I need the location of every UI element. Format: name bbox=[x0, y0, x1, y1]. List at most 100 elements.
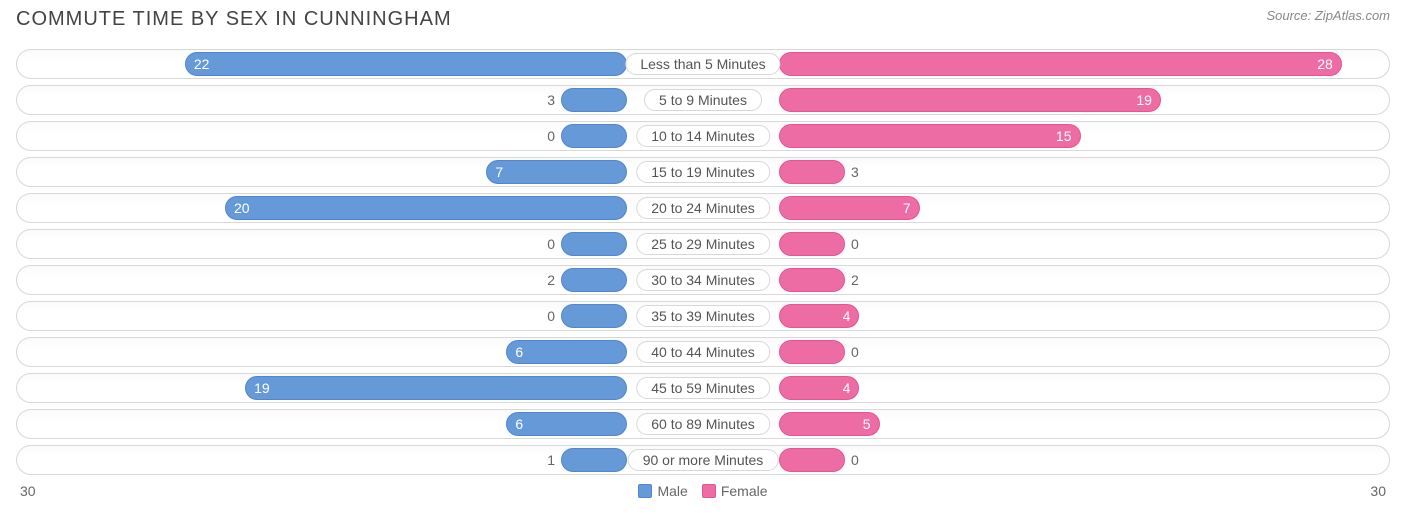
male-value: 0 bbox=[547, 308, 555, 324]
chart-rows: Less than 5 Minutes22285 to 9 Minutes319… bbox=[14, 49, 1392, 475]
female-swatch-icon bbox=[702, 484, 716, 498]
female-bar: 7 bbox=[779, 196, 920, 220]
male-bar bbox=[561, 448, 627, 472]
male-value: 1 bbox=[547, 452, 555, 468]
female-half: 15 bbox=[779, 124, 1385, 148]
female-bar: 4 bbox=[779, 304, 859, 328]
legend-female-label: Female bbox=[721, 483, 768, 499]
chart-row: 5 to 9 Minutes319 bbox=[16, 85, 1390, 115]
axis-max-right: 30 bbox=[1370, 483, 1386, 499]
legend-male-label: Male bbox=[657, 483, 687, 499]
male-value: 6 bbox=[507, 344, 531, 360]
female-value: 5 bbox=[855, 416, 879, 432]
female-half: 28 bbox=[779, 52, 1385, 76]
male-bar bbox=[561, 304, 627, 328]
male-bar: 6 bbox=[506, 340, 627, 364]
female-value: 2 bbox=[851, 272, 859, 288]
female-value: 0 bbox=[851, 344, 859, 360]
chart-row: 15 to 19 Minutes 7 3 bbox=[16, 157, 1390, 187]
male-value: 7 bbox=[487, 164, 511, 180]
male-value: 0 bbox=[547, 128, 555, 144]
category-label: 35 to 39 Minutes bbox=[636, 305, 770, 327]
category-label: 15 to 19 Minutes bbox=[636, 161, 770, 183]
female-value: 0 bbox=[851, 236, 859, 252]
category-label: 90 or more Minutes bbox=[628, 449, 779, 471]
male-value: 20 bbox=[226, 200, 258, 216]
chart-source: Source: ZipAtlas.com bbox=[1266, 8, 1390, 23]
male-bar bbox=[561, 232, 627, 256]
chart-row: 45 to 59 Minutes 19 4 bbox=[16, 373, 1390, 403]
category-label: 45 to 59 Minutes bbox=[636, 377, 770, 399]
female-half: 4 bbox=[779, 376, 1385, 400]
female-half: 5 bbox=[779, 412, 1385, 436]
male-half: 19 bbox=[21, 376, 627, 400]
male-bar bbox=[561, 124, 627, 148]
female-half: 19 bbox=[779, 88, 1385, 112]
legend-item-male: Male bbox=[638, 483, 687, 499]
male-bar bbox=[561, 268, 627, 292]
chart-header: COMMUTE TIME BY SEX IN CUNNINGHAM Source… bbox=[14, 8, 1392, 31]
male-value: 19 bbox=[246, 380, 278, 396]
chart-row: 10 to 14 Minutes 0 15 bbox=[16, 121, 1390, 151]
female-bar: 15 bbox=[779, 124, 1081, 148]
male-value: 0 bbox=[547, 236, 555, 252]
female-value: 19 bbox=[1128, 92, 1160, 108]
male-bar: 22 bbox=[185, 52, 627, 76]
male-half: 6 bbox=[21, 340, 627, 364]
category-label: 60 to 89 Minutes bbox=[636, 413, 770, 435]
female-half: 3 bbox=[779, 160, 1385, 184]
female-bar bbox=[779, 232, 845, 256]
male-value: 6 bbox=[507, 416, 531, 432]
chart-row: 60 to 89 Minutes 6 5 bbox=[16, 409, 1390, 439]
male-swatch-icon bbox=[638, 484, 652, 498]
male-bar: 7 bbox=[486, 160, 627, 184]
category-label: 10 to 14 Minutes bbox=[636, 125, 770, 147]
female-value: 0 bbox=[851, 452, 859, 468]
category-label: 25 to 29 Minutes bbox=[636, 233, 770, 255]
female-bar bbox=[779, 448, 845, 472]
male-half: 0 bbox=[21, 124, 627, 148]
category-label: 30 to 34 Minutes bbox=[636, 269, 770, 291]
female-value: 7 bbox=[895, 200, 919, 216]
female-value: 3 bbox=[851, 164, 859, 180]
male-half: 20 bbox=[21, 196, 627, 220]
female-half: 0 bbox=[779, 448, 1385, 472]
male-half: 3 bbox=[21, 88, 627, 112]
male-half: 22 bbox=[21, 52, 627, 76]
chart-footer: 30 Male Female 30 bbox=[14, 481, 1392, 499]
male-value: 22 bbox=[186, 56, 218, 72]
axis-max-left: 30 bbox=[20, 483, 36, 499]
chart-row: 30 to 34 Minutes 2 2 bbox=[16, 265, 1390, 295]
male-half: 0 bbox=[21, 232, 627, 256]
male-bar: 20 bbox=[225, 196, 627, 220]
female-bar bbox=[779, 340, 845, 364]
chart-row: 35 to 39 Minutes 0 4 bbox=[16, 301, 1390, 331]
male-half: 7 bbox=[21, 160, 627, 184]
category-label: 20 to 24 Minutes bbox=[636, 197, 770, 219]
male-half: 1 bbox=[21, 448, 627, 472]
female-bar: 5 bbox=[779, 412, 880, 436]
female-value: 4 bbox=[835, 380, 859, 396]
female-value: 4 bbox=[835, 308, 859, 324]
female-bar: 28 bbox=[779, 52, 1342, 76]
male-half: 6 bbox=[21, 412, 627, 436]
female-half: 0 bbox=[779, 340, 1385, 364]
female-bar bbox=[779, 268, 845, 292]
category-label: Less than 5 Minutes bbox=[625, 53, 780, 75]
female-half: 7 bbox=[779, 196, 1385, 220]
female-value: 28 bbox=[1309, 56, 1341, 72]
male-bar: 19 bbox=[245, 376, 627, 400]
female-bar bbox=[779, 160, 845, 184]
female-half: 4 bbox=[779, 304, 1385, 328]
female-bar: 19 bbox=[779, 88, 1161, 112]
chart-row: 90 or more Minutes 1 0 bbox=[16, 445, 1390, 475]
female-value: 15 bbox=[1048, 128, 1080, 144]
chart-title: COMMUTE TIME BY SEX IN CUNNINGHAM bbox=[16, 8, 452, 31]
female-half: 2 bbox=[779, 268, 1385, 292]
male-value: 2 bbox=[547, 272, 555, 288]
male-half: 2 bbox=[21, 268, 627, 292]
male-half: 0 bbox=[21, 304, 627, 328]
legend: Male Female bbox=[638, 483, 767, 499]
chart-row: Less than 5 Minutes 22 28 bbox=[16, 49, 1390, 79]
category-label: 40 to 44 Minutes bbox=[636, 341, 770, 363]
